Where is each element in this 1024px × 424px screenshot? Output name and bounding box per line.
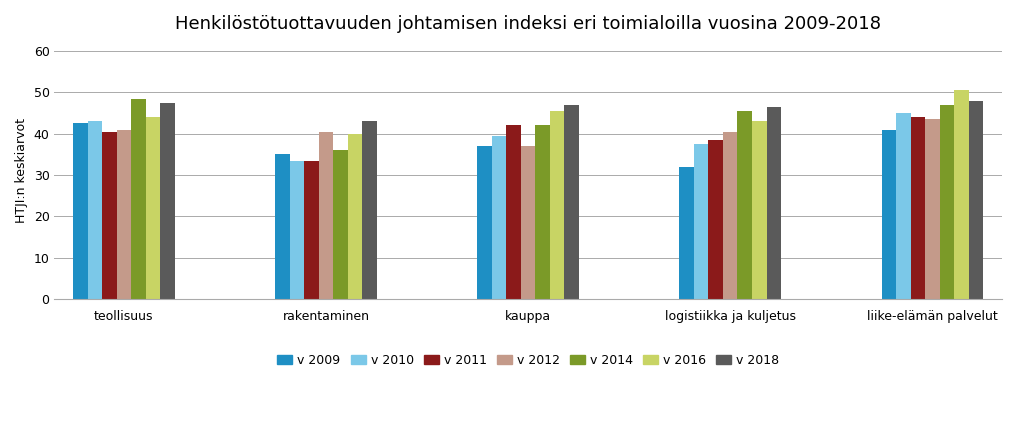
Bar (564, 105, 579, 299)
Bar (304, 161, 318, 299)
Bar (117, 130, 131, 299)
Bar (131, 99, 145, 299)
Bar (506, 126, 521, 299)
Bar (492, 136, 506, 299)
Y-axis label: HTJI:n keskiarvot: HTJI:n keskiarvot (15, 118, 28, 223)
Bar (102, 131, 117, 299)
Bar (737, 111, 752, 299)
Bar (290, 161, 304, 299)
Bar (896, 113, 910, 299)
Bar (73, 123, 88, 299)
Bar (333, 150, 348, 299)
Bar (477, 146, 492, 299)
Bar (536, 126, 550, 299)
Title: Henkilöstötuottavuuden johtamisen indeksi eri toimialoilla vuosina 2009-2018: Henkilöstötuottavuuden johtamisen indeks… (175, 15, 881, 33)
Bar (160, 103, 175, 299)
Bar (694, 144, 709, 299)
Bar (550, 111, 564, 299)
Bar (910, 117, 925, 299)
Bar (767, 107, 781, 299)
Bar (882, 130, 896, 299)
Bar (275, 154, 290, 299)
Bar (969, 100, 983, 299)
Bar (709, 140, 723, 299)
Bar (318, 131, 333, 299)
Bar (723, 131, 737, 299)
Legend: v 2009, v 2010, v 2011, v 2012, v 2014, v 2016, v 2018: v 2009, v 2010, v 2011, v 2012, v 2014, … (272, 349, 783, 371)
Bar (925, 119, 940, 299)
Bar (362, 121, 377, 299)
Bar (940, 105, 954, 299)
Bar (752, 121, 767, 299)
Bar (679, 167, 694, 299)
Bar (145, 117, 160, 299)
Bar (521, 146, 536, 299)
Bar (348, 134, 362, 299)
Bar (954, 90, 969, 299)
Bar (88, 121, 102, 299)
